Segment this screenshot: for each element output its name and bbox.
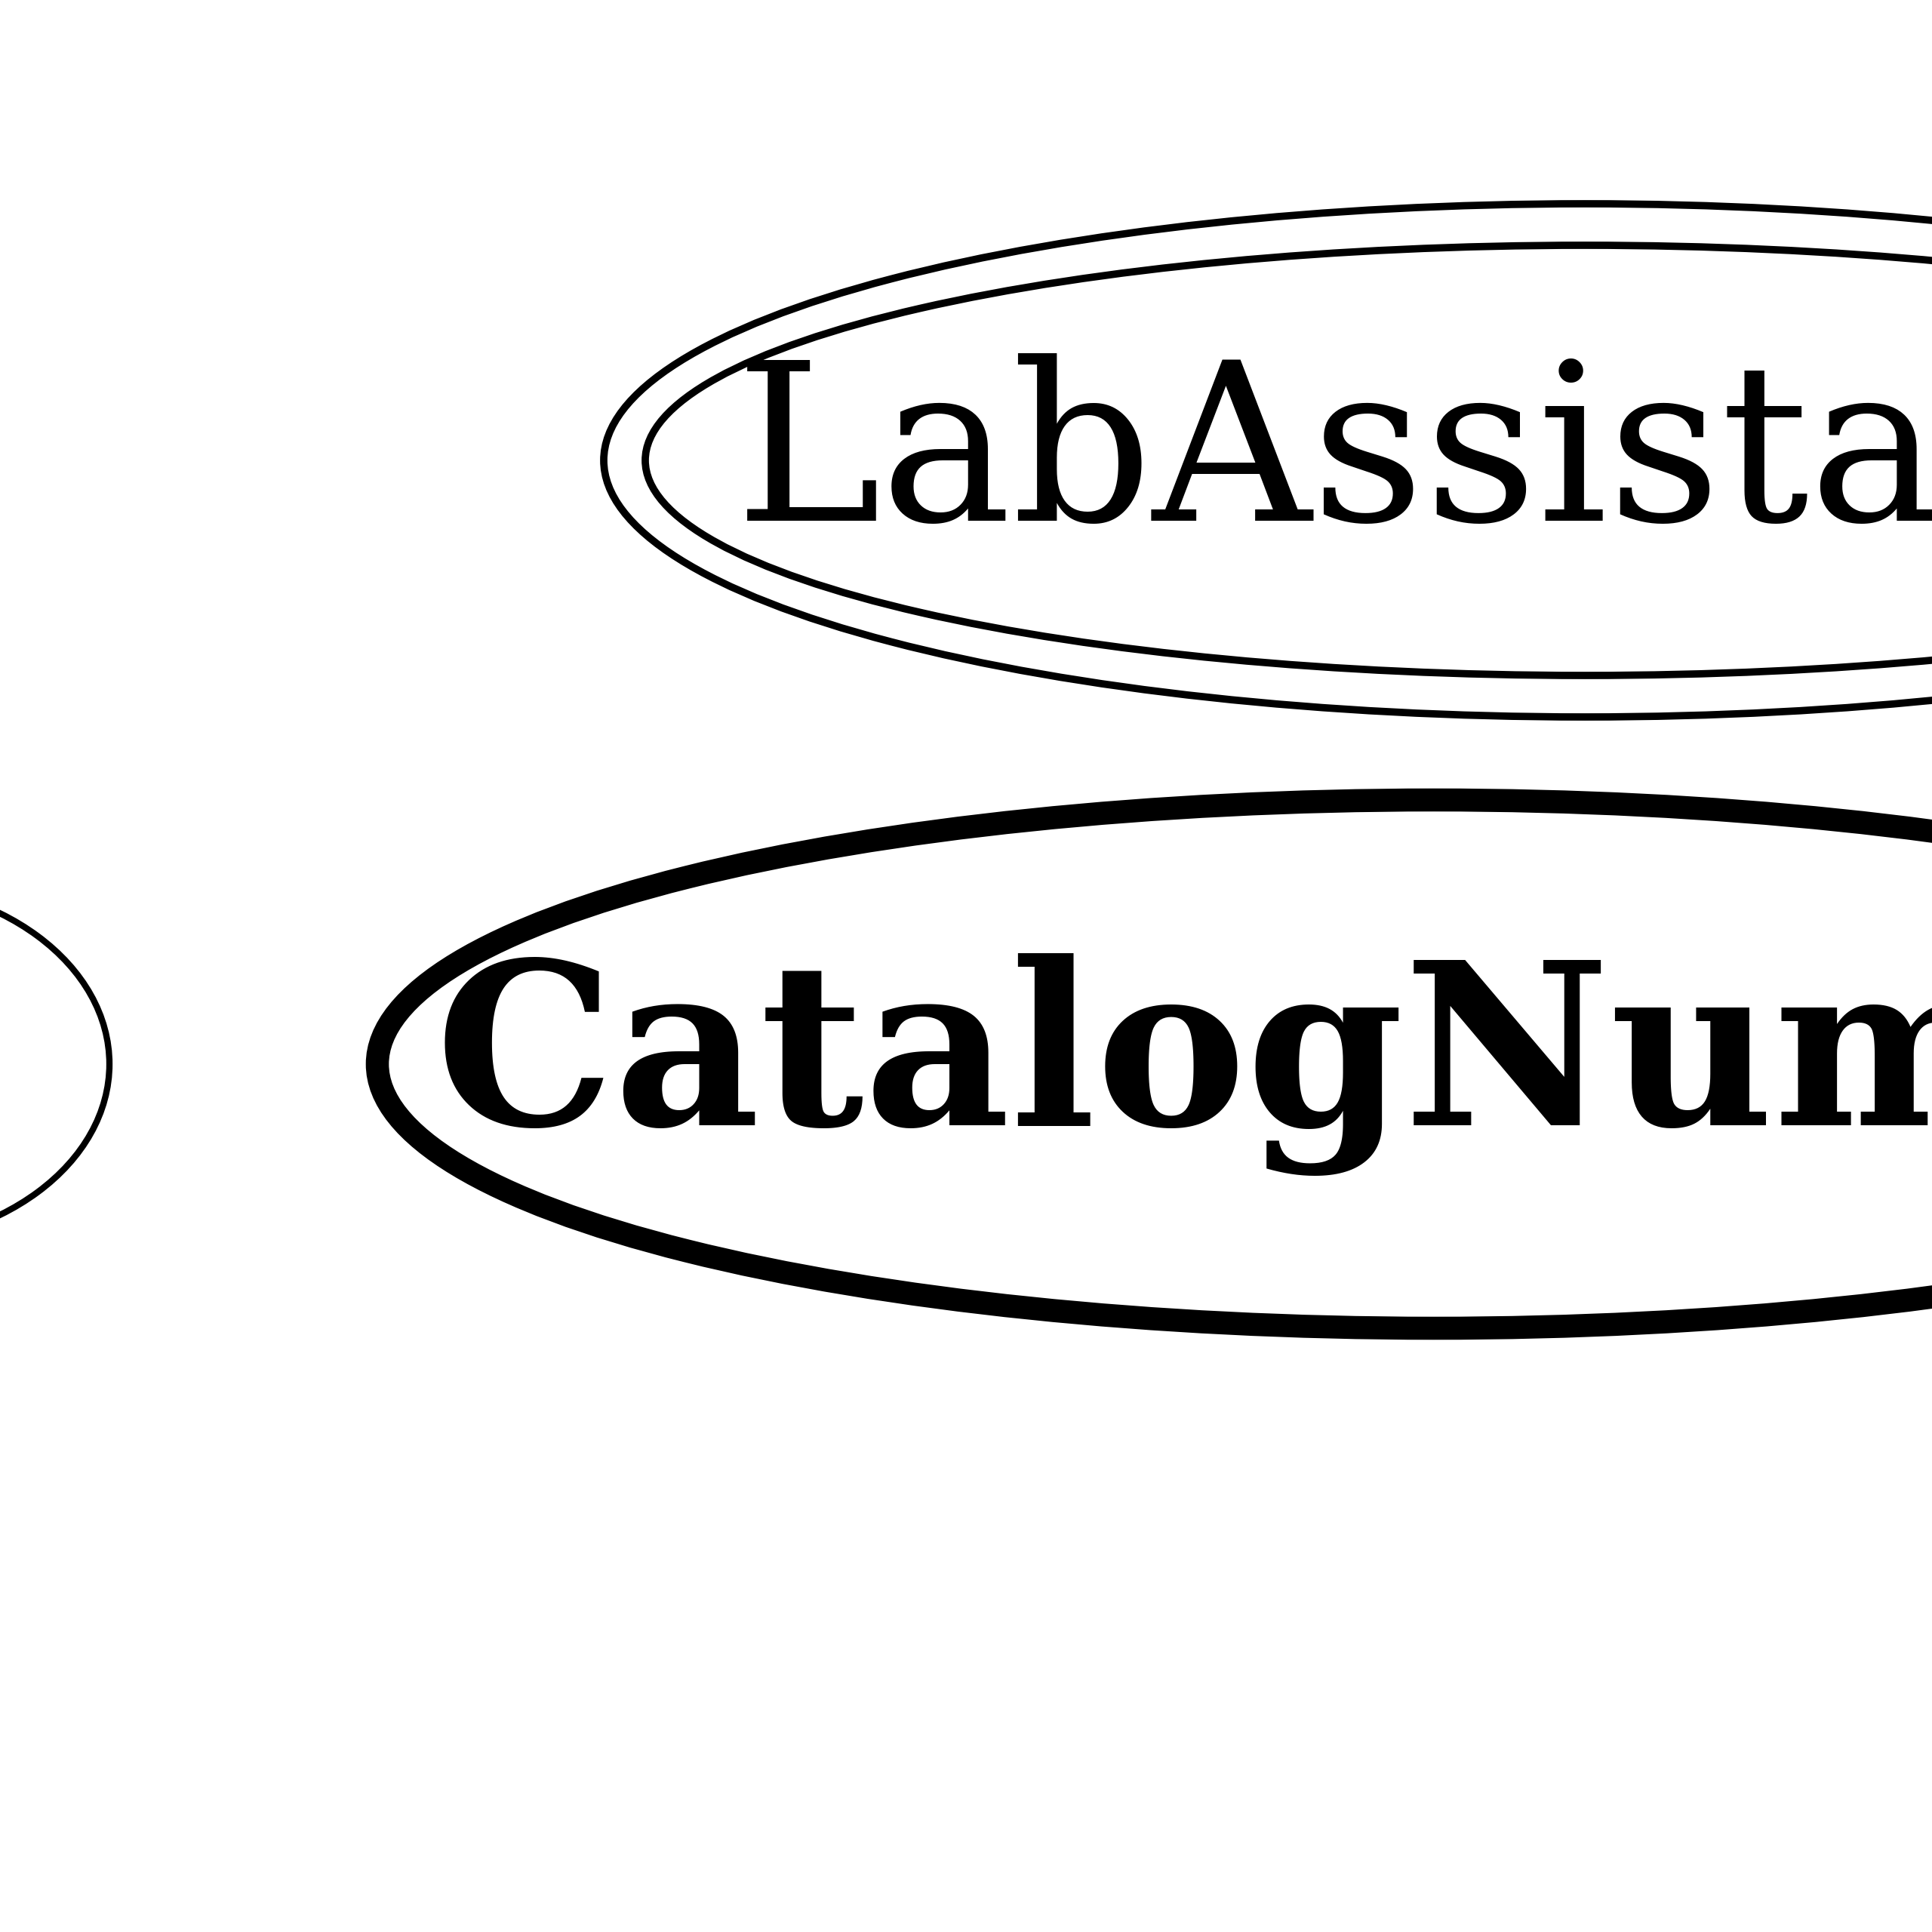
Text: LabAssistantID: LabAssistantID <box>734 354 1932 568</box>
Text: CatalogNumber: CatalogNumber <box>435 952 1932 1175</box>
